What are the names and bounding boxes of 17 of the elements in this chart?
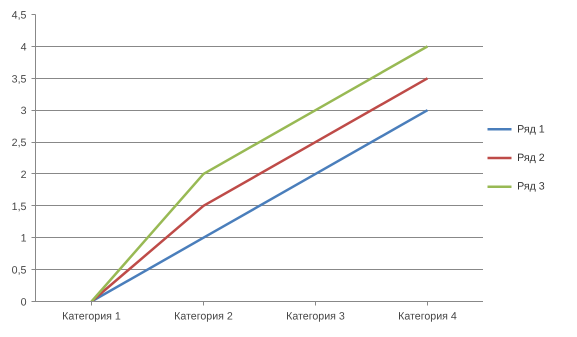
legend-label: Ряд 3: [517, 180, 545, 193]
legend-label: Ряд 2: [517, 152, 545, 164]
y-tick-label: 1: [20, 232, 27, 245]
y-tick-label: 4: [20, 41, 27, 54]
y-tick-label: 1,5: [12, 200, 27, 213]
y-tick-label: 4,5: [12, 10, 27, 22]
x-tick-label: Категория 1: [62, 310, 121, 322]
y-tick-label: 2: [20, 168, 27, 181]
y-tick-label: 3: [20, 105, 27, 118]
legend-label: Ряд 1: [517, 123, 545, 136]
y-tick-label: 2,5: [12, 137, 27, 150]
y-tick-label: 0: [20, 296, 27, 308]
y-tick-label: 0,5: [12, 264, 27, 277]
x-tick-label: Категория 2: [174, 310, 233, 322]
x-tick-label: Категория 3: [286, 310, 345, 322]
y-tick-label: 3,5: [12, 73, 27, 86]
x-tick-label: Категория 4: [398, 310, 457, 322]
